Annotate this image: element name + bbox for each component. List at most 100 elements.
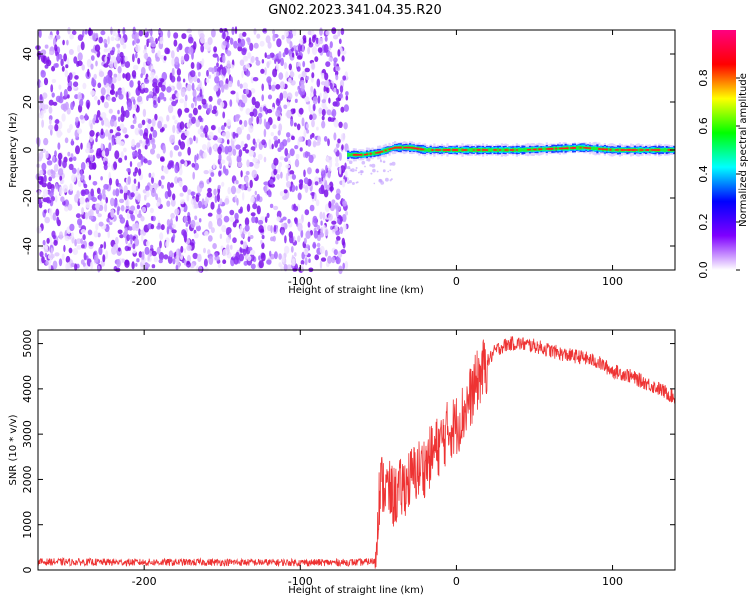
spectrogram-noise-cell [73, 56, 78, 64]
spectrogram-noise-cell [92, 32, 97, 42]
spectrogram-noise-cell [263, 224, 267, 233]
spectrogram-noise-cell [244, 55, 248, 61]
spectrogram-signal-cell [418, 148, 421, 150]
spectrogram-noise-cell [313, 103, 316, 112]
spectrogram-signal-cell [476, 149, 479, 151]
spectrogram-noise-cell [150, 215, 154, 221]
spectrogram-noise-cell [98, 246, 103, 256]
spectrogram-noise-cell [127, 246, 131, 251]
spectrogram-noise-cell [238, 33, 244, 40]
colorbar-tick-label: 0.4 [697, 165, 710, 183]
spectrogram-noise-cell [170, 218, 173, 227]
spectrogram-noise-cell [140, 215, 145, 222]
spectrogram-noise-cell [289, 41, 293, 49]
spectrogram-x-tick-label: 100 [602, 275, 623, 288]
spectrogram-noise-cell [289, 71, 295, 78]
spectrogram-noise-cell [107, 162, 111, 168]
spectrogram-signal-cell [667, 149, 670, 151]
spectrogram-noise-cell [249, 42, 254, 52]
spectrogram-noise-cell [296, 123, 301, 131]
spectrogram-noise-cell [42, 189, 49, 197]
spectrogram-noise-cell [229, 99, 233, 107]
spectrogram-noise-cell [56, 216, 60, 225]
spectrogram-noise-cell [46, 160, 53, 166]
spectrogram-noise-cell [326, 155, 329, 163]
spectrogram-signal-cell [392, 147, 395, 149]
spectrogram-noise-cell [235, 92, 239, 101]
spectrogram-noise-cell [315, 199, 320, 207]
spectrogram-noise-cell [286, 137, 291, 143]
spectrogram-signal-cell [410, 147, 413, 149]
spectrogram-noise-cell [294, 98, 298, 103]
spectrogram-noise-cell [316, 225, 321, 230]
spectrogram-noise-cell [100, 87, 106, 96]
spectrogram-signal-cell [648, 148, 651, 152]
spectrogram-noise-cell [53, 239, 58, 246]
spectrogram-signal-cell [542, 147, 545, 151]
spectrogram-noise-cell [246, 203, 251, 212]
spectrogram-noise-cell [121, 87, 126, 96]
spectrogram-noise-cell [207, 235, 213, 242]
spectrogram-noise-cell [118, 214, 123, 220]
spectrogram-signal-cell [525, 147, 528, 152]
spectrogram-noise-cell [245, 149, 250, 154]
spectrogram-noise-cell [40, 244, 45, 249]
spectrogram-signal-cell [551, 147, 554, 150]
spectrogram-signal-cell [607, 148, 610, 152]
spectrogram-noise-cell [303, 169, 306, 178]
spectrogram-noise-cell [221, 66, 227, 76]
spectrogram-noise-cell [192, 107, 198, 116]
spectrogram-noise-cell [192, 252, 198, 260]
spectrogram-noise-cell [163, 97, 167, 102]
spectrogram-noise-cell [345, 210, 348, 216]
spectrogram-noise-cell [171, 57, 176, 67]
spectrogram-noise-cell [169, 134, 175, 144]
spectrogram-signal-cell [497, 148, 500, 153]
spectrogram-noise-cell [273, 205, 279, 211]
spectrogram-signal-cell [635, 149, 638, 151]
spectrogram-noise-cell [281, 254, 285, 263]
spectrogram-noise-cell [217, 146, 222, 155]
colorbar-ticks: 0.0 0.2 0.4 0.6 0.8 [697, 69, 740, 279]
spectrogram-noise-cell [211, 67, 215, 74]
spectrogram-noise-cell [100, 244, 104, 249]
spectrogram-noise-cell [342, 262, 346, 270]
spectrogram-noise-cell [284, 148, 289, 157]
spectrogram-noise-cell [54, 44, 58, 52]
spectrogram-noise-cell [125, 219, 129, 227]
spectrogram-noise-cell [147, 252, 150, 261]
spectrogram-noise-cell [335, 74, 339, 81]
spectrogram-noise-cell [318, 107, 323, 115]
spectrogram-signal-cell [395, 146, 398, 149]
spectrogram-signal-cell [412, 147, 415, 149]
spectrogram-noise-cell [325, 61, 331, 67]
spectrogram-noise-cell [50, 254, 55, 259]
spectrogram-noise-cell [247, 231, 251, 238]
spectrogram-noise-cell [199, 80, 202, 89]
spectrogram-signal-cell [562, 147, 565, 149]
spectrogram-noise-cell [345, 91, 349, 96]
spectrogram-noise-cell [95, 60, 98, 67]
spectrogram-noise-cell [335, 162, 339, 167]
spectrogram-noise-cell [213, 46, 218, 53]
spectrogram-noise-cell [193, 162, 199, 171]
spectrogram-noise-cell [308, 37, 312, 45]
spectrogram-noise-cell [320, 257, 327, 262]
spectrogram-signal-cell [532, 148, 535, 151]
spectrogram-signal-cell [652, 149, 655, 151]
spectrogram-noise-cell [145, 190, 150, 198]
spectrogram-signal-cell [543, 147, 547, 151]
spectrogram-noise-cell [305, 76, 310, 81]
spectrogram-noise-cell [311, 62, 315, 70]
spectrogram-noise-cell [331, 27, 337, 35]
spectrogram-noise-cell [240, 140, 245, 148]
spectrogram-noise-cell [54, 195, 58, 203]
spectrogram-noise-cell [296, 55, 303, 60]
spectrogram-noise-cell [206, 191, 213, 198]
spectrogram-noise-cell [230, 90, 236, 95]
spectrogram-signal-cell [555, 147, 558, 150]
spectrogram-noise-cell [186, 244, 192, 252]
spectrogram-noise-cell [316, 126, 319, 131]
spectrogram-noise-cell [256, 193, 261, 202]
spectrogram-signal-cell [663, 148, 666, 152]
